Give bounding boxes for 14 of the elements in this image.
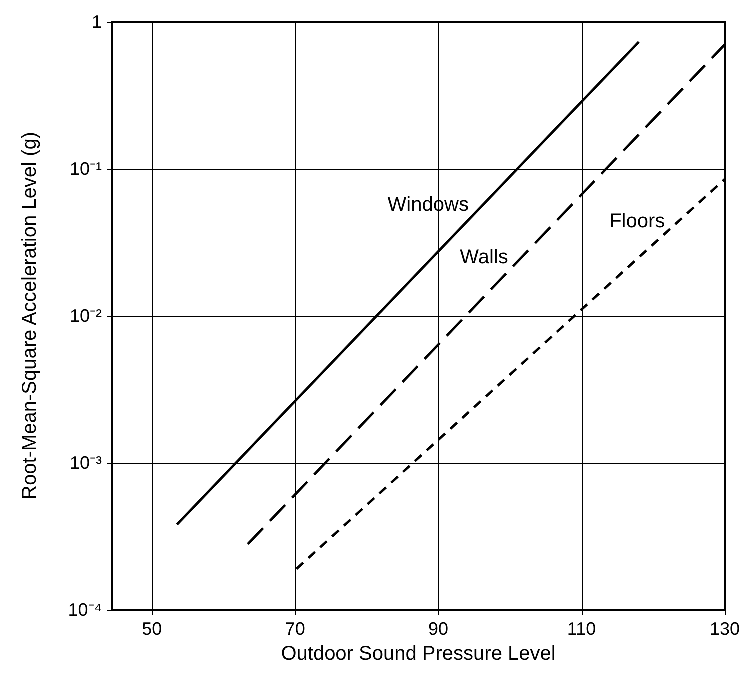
x-axis-title: Outdoor Sound Pressure Level [281, 643, 556, 665]
y-axis-title: Root-Mean-Square Acceleration Level (g) [19, 132, 41, 500]
annotation: Walls [460, 246, 508, 269]
x-tick-label: 50 [142, 619, 162, 639]
x-tick-label: 110 [567, 619, 596, 639]
annotation: Floors [610, 210, 666, 232]
y-tick-label: 1 [92, 12, 102, 32]
x-tick-label: 70 [285, 619, 306, 639]
y-tick-label: 10⁻² [70, 306, 102, 326]
y-tick-label: 10⁻⁴ [68, 600, 102, 620]
y-tick-label: 10⁻³ [70, 453, 102, 473]
x-tick-label: 130 [710, 619, 740, 639]
x-tick-label: 90 [428, 619, 449, 639]
y-tick-label: 10⁻¹ [70, 159, 102, 179]
